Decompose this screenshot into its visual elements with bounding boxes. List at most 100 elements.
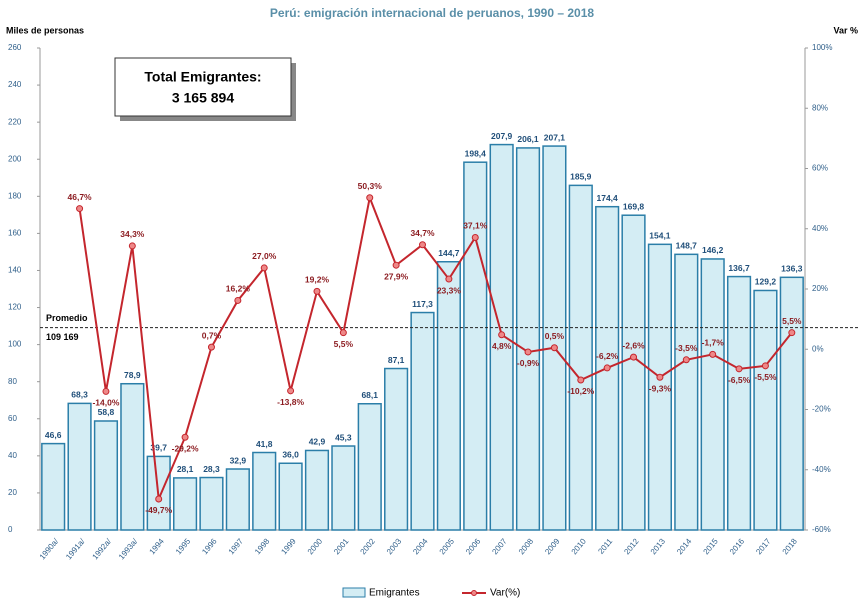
x-tick-label: 2004	[411, 536, 430, 556]
var-marker	[682, 356, 690, 364]
bar	[384, 367, 409, 531]
y2-tick-label: 60%	[812, 164, 828, 173]
y-axis-label: Miles de personas	[6, 25, 84, 35]
var-marker	[102, 387, 110, 395]
bar	[93, 420, 119, 531]
x-tick-label: 1999	[279, 536, 298, 556]
var-marker	[709, 350, 717, 358]
var-label: 34,3%	[120, 229, 145, 239]
bar-label: 207,1	[544, 132, 566, 142]
legend-swatch	[342, 587, 366, 598]
legend-label: Var(%)	[490, 588, 520, 599]
bar	[225, 468, 250, 531]
var-line	[78, 194, 793, 503]
var-label: 5,5%	[782, 316, 802, 326]
var-label: -14,0%	[92, 398, 119, 408]
bar-label: 144,7	[438, 248, 460, 258]
y-tick-label: 260	[8, 43, 22, 52]
y-tick-label: 60	[8, 414, 17, 423]
var-marker	[260, 264, 268, 272]
bar	[647, 243, 673, 531]
x-tick-label: 1991a/	[64, 536, 87, 561]
bar-label: 117,3	[412, 299, 433, 309]
var-marker	[498, 331, 506, 339]
x-tick-label: 2017	[754, 536, 773, 556]
x-tick-label: 1990a/	[38, 536, 61, 561]
var-marker	[788, 329, 796, 337]
x-tick-label: 2013	[649, 536, 668, 556]
x-tick-label: 2000	[306, 536, 325, 556]
var-marker	[313, 287, 321, 295]
total-label: Total Emigrantes:	[144, 69, 261, 85]
var-label: -5,5%	[754, 372, 777, 382]
y2-tick-label: -40%	[812, 465, 831, 474]
bar	[120, 382, 145, 531]
var-marker	[392, 261, 400, 269]
x-tick-label: 1995	[174, 536, 193, 556]
var-label: 5,5%	[334, 339, 354, 349]
var-marker	[471, 233, 479, 241]
y-tick-label: 120	[8, 303, 22, 312]
bar	[199, 476, 224, 531]
bar	[304, 449, 330, 531]
var-label: -10,2%	[567, 386, 594, 396]
bar-label: 169,8	[623, 201, 645, 211]
var-label: 27,0%	[252, 251, 277, 261]
legend-marker	[471, 590, 477, 596]
bar-label: 32,9	[230, 455, 247, 465]
bar-label: 198,4	[465, 148, 487, 158]
bar-label: 154,1	[649, 231, 671, 241]
y2-tick-label: 40%	[812, 224, 828, 233]
bar-label: 129,2	[755, 277, 777, 287]
var-label: 46,7%	[68, 192, 93, 202]
var-label: -9,3%	[649, 384, 672, 394]
var-label: 0,5%	[545, 331, 565, 341]
bar	[726, 275, 752, 531]
x-tick-label: 2016	[728, 536, 747, 556]
chart-title: Perú: emigración internacional de peruan…	[270, 6, 594, 20]
y-tick-label: 140	[8, 266, 22, 275]
legend-label: Emigrantes	[369, 588, 420, 599]
x-tick-label: 2007	[490, 536, 509, 556]
x-tick-label: 1997	[227, 536, 246, 556]
bar-label: 148,7	[676, 241, 698, 251]
bar	[621, 214, 646, 531]
var-marker	[419, 241, 426, 249]
reference-value: 109 169	[46, 332, 79, 342]
bar	[252, 451, 277, 531]
var-marker	[207, 343, 215, 351]
bar-label: 174,4	[597, 193, 619, 203]
var-label: -2,6%	[622, 340, 645, 350]
x-tick-label: 2006	[464, 536, 483, 556]
bar-label: 136,3	[781, 264, 803, 274]
var-label: -3,5%	[675, 343, 698, 353]
x-tick-label: 2002	[359, 536, 378, 556]
x-tick-label: 2011	[596, 536, 614, 555]
var-label: 50,3%	[358, 181, 383, 191]
bar-label: 68,1	[361, 390, 378, 400]
y-tick-label: 100	[8, 340, 22, 349]
y-tick-label: 80	[8, 377, 17, 386]
x-tick-label: 1993a/	[117, 536, 140, 561]
x-tick-label: 2014	[675, 536, 694, 556]
bar	[410, 311, 435, 531]
x-tick-label: 2001	[332, 536, 351, 556]
var-label: -0,9%	[517, 358, 540, 368]
bar	[357, 403, 382, 531]
var-marker	[155, 495, 163, 503]
bar	[463, 161, 488, 531]
y-tick-label: 200	[8, 154, 22, 163]
var-label: -1,7%	[702, 338, 725, 348]
x-tick-label: 2010	[570, 536, 589, 556]
bar	[67, 402, 92, 531]
bar	[568, 184, 593, 531]
bar	[41, 442, 66, 531]
y-tick-label: 0	[8, 525, 13, 534]
total-value: 3 165 894	[172, 90, 234, 106]
total-box	[114, 57, 292, 117]
var-label: 27,9%	[384, 271, 409, 281]
var-marker	[577, 376, 585, 384]
x-tick-label: 1992a/	[90, 536, 113, 561]
var-marker	[524, 348, 532, 356]
var-marker	[181, 433, 189, 441]
